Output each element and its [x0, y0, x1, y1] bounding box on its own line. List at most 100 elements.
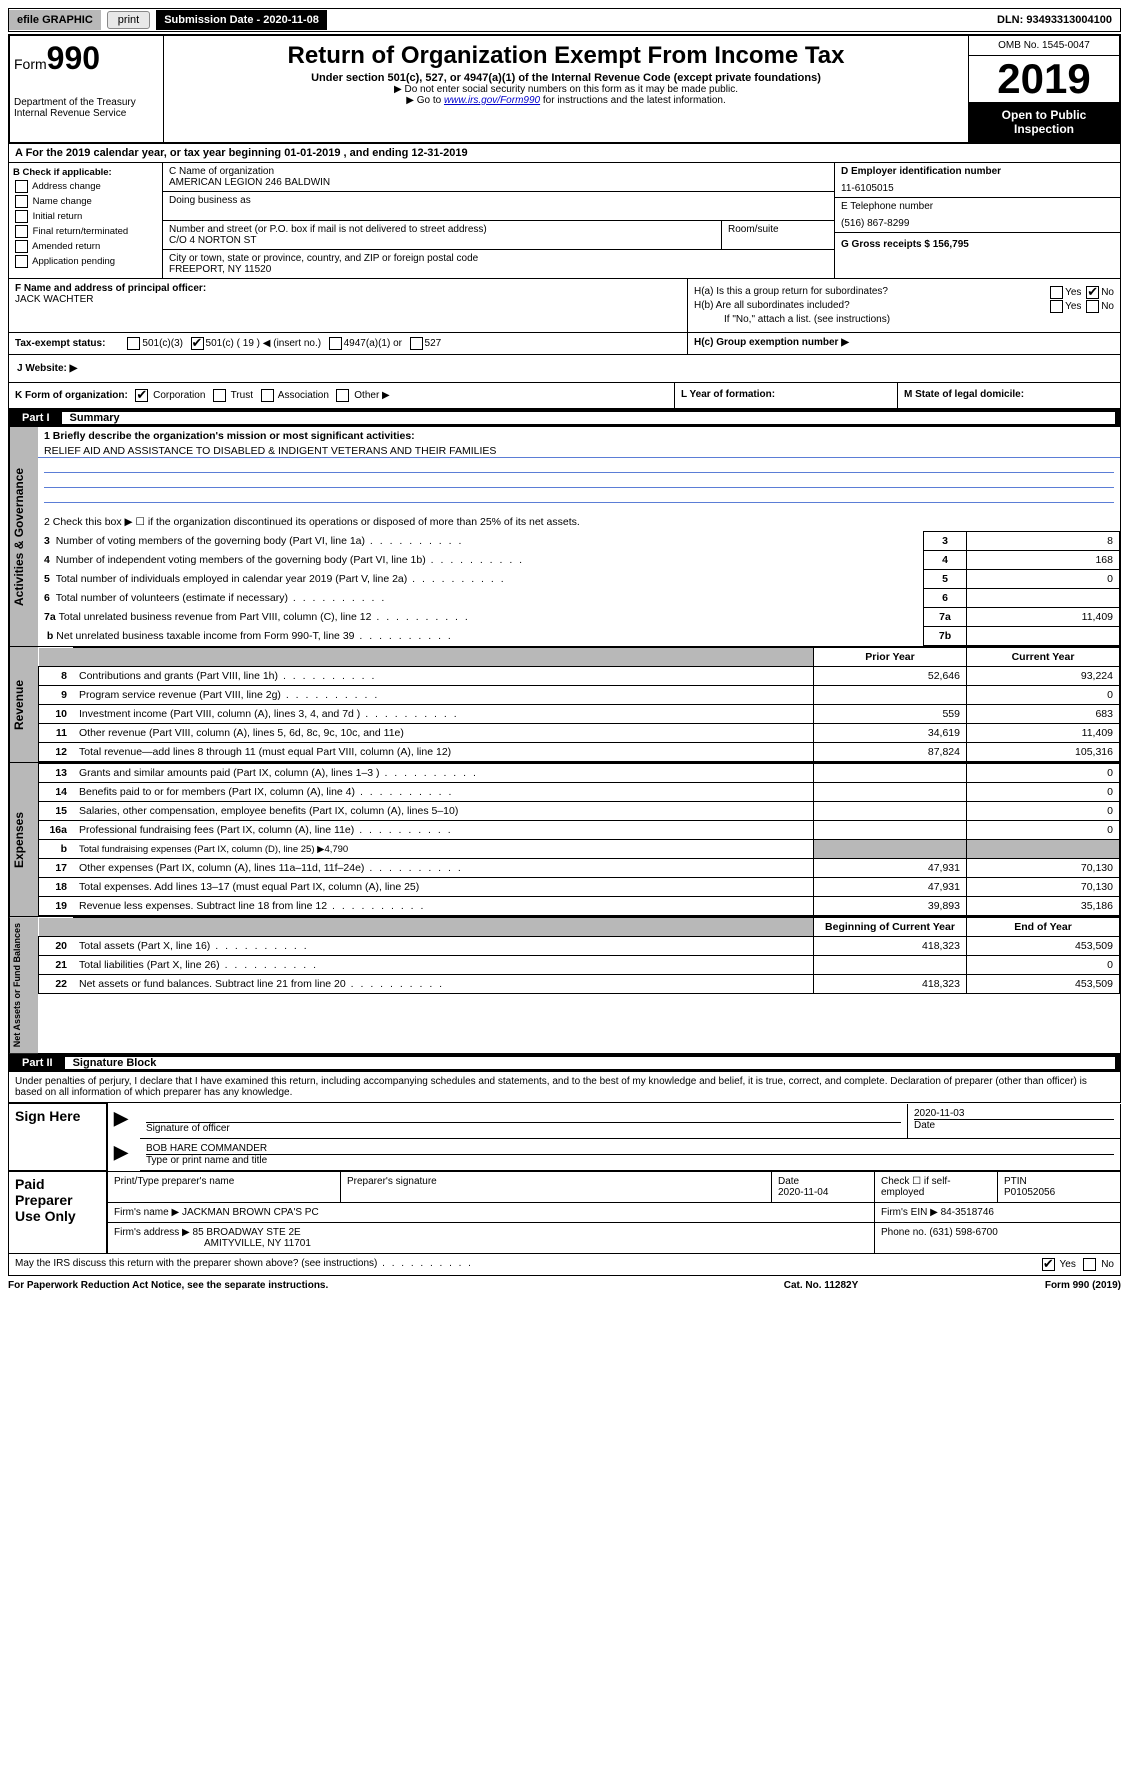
part1-title: Summary [62, 412, 1115, 424]
form-number-footer: Form 990 (2019) [921, 1280, 1121, 1291]
sig-date: 2020-11-03 [914, 1108, 1114, 1120]
cb-corp[interactable] [135, 389, 148, 402]
table-row: 9Program service revenue (Part VIII, lin… [39, 686, 1120, 705]
col-c-org-name: C Name of organization AMERICAN LEGION 2… [163, 163, 834, 278]
table-row: 4 Number of independent voting members o… [38, 551, 1120, 570]
hb-no[interactable] [1086, 300, 1099, 313]
cb-application-pending[interactable]: Application pending [13, 255, 158, 268]
current-year-header: Current Year [967, 648, 1120, 667]
self-employed-label: Check ☐ if self-employed [875, 1171, 998, 1202]
discuss-no[interactable] [1083, 1258, 1096, 1271]
netassets-tab: Net Assets or Fund Balances [9, 917, 38, 1053]
cb-address-change[interactable]: Address change [13, 180, 158, 193]
table-row: 14Benefits paid to or for members (Part … [39, 783, 1120, 802]
top-bar: efile GRAPHIC print Submission Date - 20… [8, 8, 1121, 32]
hb-yes[interactable] [1050, 300, 1063, 313]
part2-title: Signature Block [65, 1057, 1115, 1069]
netassets-table: Beginning of Current YearEnd of Year 20T… [38, 917, 1120, 994]
l2-label: 2 Check this box ▶ ☐ if the organization… [38, 513, 1120, 531]
m-label: M State of legal domicile: [904, 389, 1024, 400]
org-name-label: C Name of organization [169, 166, 828, 177]
city-label: City or town, state or province, country… [169, 253, 828, 264]
prior-year-header: Prior Year [814, 648, 967, 667]
bottom-line: For Paperwork Reduction Act Notice, see … [8, 1276, 1121, 1295]
submission-date-label: Submission Date - 2020-11-08 [156, 10, 327, 30]
dba-label: Doing business as [169, 195, 828, 206]
cb-501c[interactable] [191, 337, 204, 350]
table-row: 3 Number of voting members of the govern… [38, 532, 1120, 551]
cb-name-change[interactable]: Name change [13, 195, 158, 208]
part2-header: Part II Signature Block [8, 1054, 1121, 1072]
tax-status-row: Tax-exempt status: 501(c)(3) 501(c) ( 19… [8, 333, 1121, 355]
revenue-table: Prior YearCurrent Year 8Contributions an… [38, 647, 1120, 762]
cb-initial-return[interactable]: Initial return [13, 210, 158, 223]
k-label: K Form of organization: [15, 390, 128, 401]
cb-assoc[interactable] [261, 389, 274, 402]
officer-name: JACK WACHTER [15, 294, 681, 305]
fgh-row: F Name and address of principal officer:… [8, 279, 1121, 333]
cb-final-return[interactable]: Final return/terminated [13, 225, 158, 238]
cb-4947[interactable] [329, 337, 342, 350]
l1-label: 1 Briefly describe the organization's mi… [44, 430, 415, 442]
cat-number: Cat. No. 11282Y [721, 1280, 921, 1291]
firm-addr: 85 BROADWAY STE 2E [193, 1227, 301, 1238]
mission-line [44, 458, 1114, 473]
table-row: b Net unrelated business taxable income … [38, 627, 1120, 646]
firm-name-label: Firm's name ▶ [114, 1207, 179, 1218]
ha-label: H(a) Is this a group return for subordin… [694, 286, 888, 297]
perjury-statement: Under penalties of perjury, I declare th… [8, 1072, 1121, 1103]
hc-label: H(c) Group exemption number ▶ [694, 337, 849, 348]
officer-name-title: BOB HARE COMMANDER [146, 1143, 1114, 1155]
paperwork-notice: For Paperwork Reduction Act Notice, see … [8, 1280, 721, 1291]
sign-here-tab: Sign Here [9, 1104, 108, 1171]
ein-label: D Employer identification number [841, 166, 1001, 177]
part1-header: Part I Summary [8, 409, 1121, 427]
end-year-header: End of Year [967, 918, 1120, 937]
open-public-badge: Open to Public Inspection [969, 102, 1119, 142]
tax-year: 2019 [969, 56, 1119, 102]
part2-label: Part II [14, 1057, 61, 1069]
cb-501c3[interactable] [127, 337, 140, 350]
phone-label: E Telephone number [841, 201, 1114, 212]
revenue-tab: Revenue [9, 647, 38, 762]
table-row: 21Total liabilities (Part X, line 26)0 [39, 956, 1120, 975]
expenses-tab: Expenses [9, 763, 38, 916]
sign-here-table: Sign Here ▶ Signature of officer 2020-11… [8, 1103, 1121, 1171]
print-button[interactable]: print [107, 11, 150, 29]
cb-527[interactable] [410, 337, 423, 350]
ptin-label: PTIN [1004, 1176, 1027, 1187]
ha-yes[interactable] [1050, 286, 1063, 299]
instructions-link[interactable]: www.irs.gov/Form990 [444, 95, 540, 106]
tax-status-label: Tax-exempt status: [15, 338, 105, 349]
mission-line [44, 488, 1114, 503]
form-header: Form990 Department of the Treasury Inter… [8, 34, 1121, 144]
org-info-grid: B Check if applicable: Address change Na… [8, 163, 1121, 279]
phone-value: (516) 867-8299 [841, 218, 1114, 229]
row-a-tax-year: A For the 2019 calendar year, or tax yea… [8, 144, 1121, 163]
cb-amended-return[interactable]: Amended return [13, 240, 158, 253]
room-label: Room/suite [728, 224, 828, 235]
prep-sig-label: Preparer's signature [341, 1171, 772, 1202]
cb-trust[interactable] [213, 389, 226, 402]
table-row: 11Other revenue (Part VIII, column (A), … [39, 724, 1120, 743]
revenue-section: Revenue Prior YearCurrent Year 8Contribu… [8, 647, 1121, 763]
arrow-icon: ▶ [114, 1108, 128, 1128]
table-row: 19Revenue less expenses. Subtract line 1… [39, 897, 1120, 916]
dept-label: Department of the Treasury [14, 97, 159, 108]
ha-no[interactable] [1086, 286, 1099, 299]
discuss-label: May the IRS discuss this return with the… [15, 1258, 473, 1271]
table-row: 8Contributions and grants (Part VIII, li… [39, 667, 1120, 686]
table-row: 12Total revenue—add lines 8 through 11 (… [39, 743, 1120, 762]
instr-2: ▶ Go to www.irs.gov/Form990 for instruct… [168, 95, 964, 106]
table-row: 6 Total number of volunteers (estimate i… [38, 589, 1120, 608]
row-website: J Website: ▶ [8, 355, 1121, 383]
discuss-yes[interactable] [1042, 1258, 1055, 1271]
name-label: Type or print name and title [146, 1155, 1114, 1166]
city-value: FREEPORT, NY 11520 [169, 264, 828, 275]
form-title: Return of Organization Exempt From Incom… [168, 42, 964, 70]
expenses-section: Expenses 13Grants and similar amounts pa… [8, 763, 1121, 917]
table-row: 7a Total unrelated business revenue from… [38, 608, 1120, 627]
ein-value: 11-6105015 [841, 183, 1114, 194]
cb-other[interactable] [336, 389, 349, 402]
col-b-header: B Check if applicable: [13, 167, 112, 178]
